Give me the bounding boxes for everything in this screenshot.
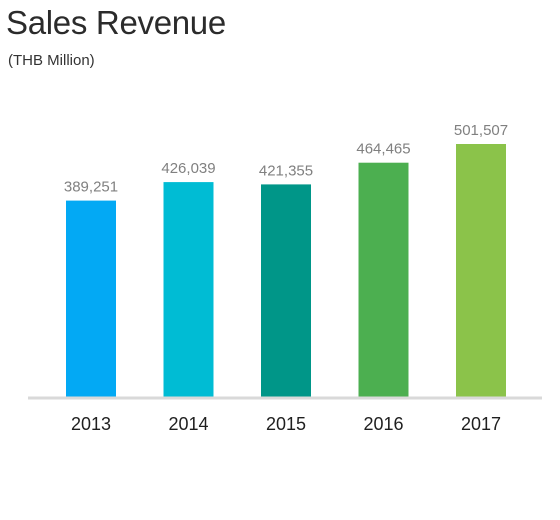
x-tick-label-2014: 2014 — [168, 414, 208, 434]
x-tick-label-2016: 2016 — [363, 414, 403, 434]
value-label-2016: 464,465 — [356, 141, 410, 158]
value-label-2015: 421,355 — [259, 162, 313, 179]
bars-group — [66, 144, 506, 397]
value-label-2013: 389,251 — [64, 179, 118, 196]
x-tick-label-2017: 2017 — [461, 414, 501, 434]
value-labels-group: 389,251 426,039 421,355 464,465 501,507 — [64, 122, 508, 196]
x-tick-label-2015: 2015 — [266, 414, 306, 434]
bar-2016 — [358, 162, 409, 397]
bar-2014 — [163, 182, 214, 397]
bar-2013 — [66, 200, 116, 397]
bar-2015 — [261, 184, 311, 397]
x-tick-labels-group: 2013 2014 2015 2016 2017 — [71, 414, 501, 434]
x-tick-label-2013: 2013 — [71, 414, 111, 434]
bar-2017 — [456, 144, 506, 397]
chart-subtitle: (THB Million) — [8, 52, 95, 69]
value-label-2014: 426,039 — [161, 160, 215, 177]
value-label-2017: 501,507 — [454, 122, 508, 139]
chart-title: Sales Revenue — [6, 4, 226, 41]
